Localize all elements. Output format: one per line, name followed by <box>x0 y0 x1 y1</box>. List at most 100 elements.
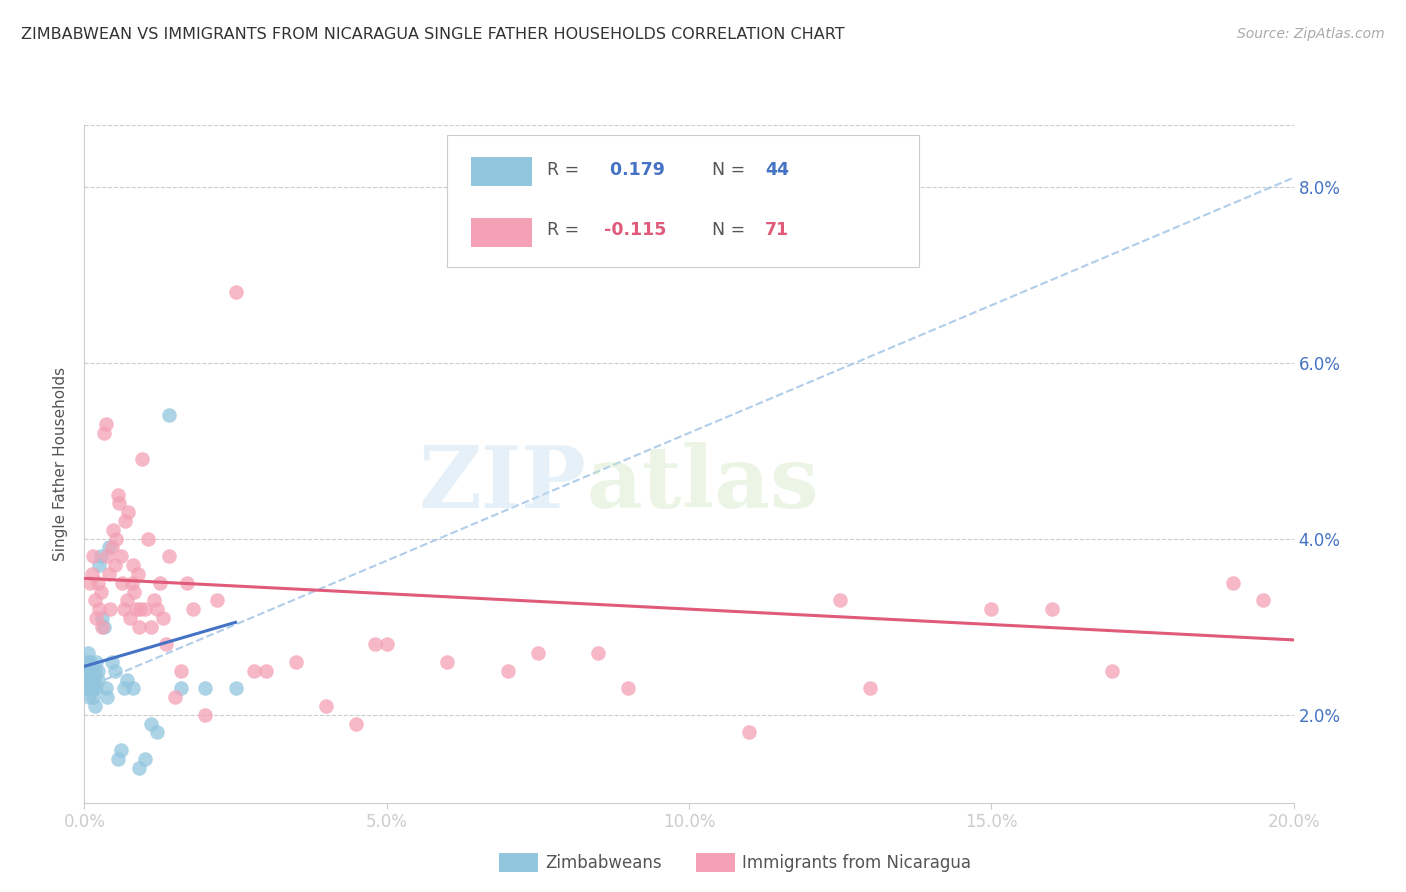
Point <box>77 664 100 678</box>
Point <box>104 532 127 546</box>
Point <box>165 690 187 705</box>
Text: N =: N = <box>702 161 751 179</box>
Text: Immigrants from Nicaragua: Immigrants from Nicaragua <box>742 854 972 871</box>
Point <box>859 681 882 696</box>
Point <box>79 655 101 669</box>
Point <box>194 707 217 722</box>
Point <box>115 673 138 687</box>
Point <box>93 425 115 440</box>
Point <box>122 584 145 599</box>
Point <box>436 655 458 669</box>
Text: ZIP: ZIP <box>419 442 586 526</box>
Point <box>107 752 129 766</box>
Point <box>225 681 247 696</box>
Point <box>142 593 165 607</box>
Point <box>170 664 193 678</box>
Point <box>100 655 122 669</box>
Point <box>131 452 153 467</box>
Point <box>90 549 112 564</box>
Point <box>117 505 139 519</box>
Point <box>94 417 117 432</box>
Text: 0.179: 0.179 <box>605 161 665 179</box>
Point <box>112 681 135 696</box>
Text: 44: 44 <box>765 161 789 179</box>
Point <box>75 664 97 678</box>
Point <box>114 514 136 528</box>
Point <box>110 549 132 564</box>
Point <box>80 566 103 581</box>
Point <box>176 575 198 590</box>
Point <box>111 575 134 590</box>
Point <box>80 673 103 687</box>
Point <box>82 681 104 696</box>
Point <box>134 752 156 766</box>
Point <box>80 664 103 678</box>
Point <box>136 532 159 546</box>
Point <box>375 637 398 651</box>
Text: ZIMBABWEAN VS IMMIGRANTS FROM NICARAGUA SINGLE FATHER HOUSEHOLDS CORRELATION CHA: ZIMBABWEAN VS IMMIGRANTS FROM NICARAGUA … <box>21 27 845 42</box>
Point <box>496 664 519 678</box>
Point <box>89 558 111 573</box>
Point <box>128 761 150 775</box>
Point <box>139 620 162 634</box>
Point <box>100 541 122 555</box>
Point <box>115 593 138 607</box>
Point <box>181 602 204 616</box>
Point <box>84 655 107 669</box>
Point <box>127 566 149 581</box>
FancyBboxPatch shape <box>447 135 918 268</box>
Point <box>118 611 141 625</box>
Point <box>980 602 1002 616</box>
Point <box>121 681 143 696</box>
Point <box>285 655 308 669</box>
Point <box>527 646 550 660</box>
Point <box>89 602 111 616</box>
Point <box>76 655 98 669</box>
Point <box>86 575 108 590</box>
Point <box>77 681 100 696</box>
Point <box>617 681 640 696</box>
Point <box>112 602 135 616</box>
Point <box>152 611 174 625</box>
Point <box>103 523 125 537</box>
Point <box>96 549 118 564</box>
Text: 71: 71 <box>765 221 789 239</box>
Point <box>79 673 101 687</box>
Point <box>588 646 610 660</box>
Point <box>1101 664 1123 678</box>
Point <box>97 566 120 581</box>
Point <box>86 681 108 696</box>
Point <box>83 698 105 713</box>
Point <box>346 716 368 731</box>
Point <box>157 549 180 564</box>
Point <box>121 558 143 573</box>
Point <box>82 681 104 696</box>
Point <box>86 673 108 687</box>
Point <box>194 681 217 696</box>
Point <box>104 664 127 678</box>
Point <box>84 593 107 607</box>
Point <box>242 664 264 678</box>
Point <box>363 637 385 651</box>
Point <box>86 611 108 625</box>
Point <box>96 690 118 705</box>
Point <box>225 285 247 300</box>
Point <box>134 602 156 616</box>
Point <box>98 602 121 616</box>
Point <box>1253 593 1275 607</box>
Point <box>84 664 107 678</box>
Point <box>82 549 104 564</box>
Y-axis label: Single Father Households: Single Father Households <box>53 367 69 561</box>
Text: N =: N = <box>702 221 751 239</box>
Point <box>91 611 114 625</box>
Point <box>91 620 114 634</box>
Point <box>146 602 169 616</box>
Point <box>830 593 852 607</box>
Point <box>107 488 129 502</box>
Text: R =: R = <box>547 161 585 179</box>
Point <box>149 575 172 590</box>
Text: Source: ZipAtlas.com: Source: ZipAtlas.com <box>1237 27 1385 41</box>
Point <box>170 681 193 696</box>
Point <box>97 541 120 555</box>
Point <box>207 593 229 607</box>
